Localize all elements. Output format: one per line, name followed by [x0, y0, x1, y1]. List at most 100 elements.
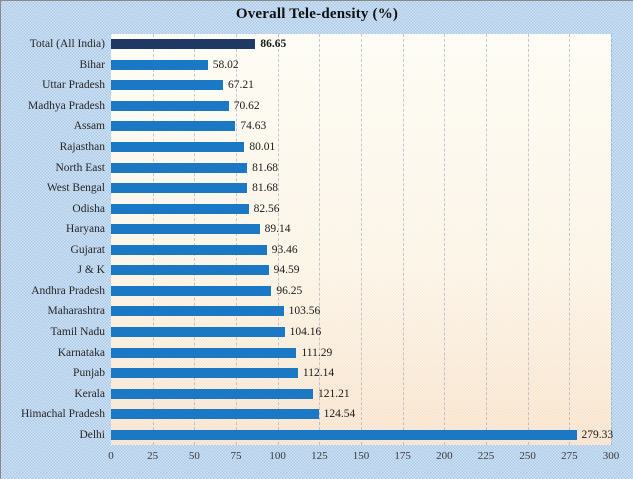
category-label-north-east: North East: [55, 161, 105, 174]
gridline-75: [236, 34, 237, 445]
bar-row-total-all-india: 86.65: [111, 34, 611, 55]
bar-bihar: [111, 59, 208, 70]
value-label-uttar-pradesh: 67.21: [228, 79, 254, 92]
chart-title: Overall Tele-density (%): [235, 6, 399, 22]
xtick-0: 0: [108, 450, 114, 462]
value-label-total-all-india: 86.65: [260, 38, 287, 51]
bar-row-rajasthan: 80.01: [111, 137, 611, 158]
bar-row-west-bengal: 81.68: [111, 178, 611, 199]
category-label-west-bengal: West Bengal: [46, 182, 105, 195]
bar-odisha: [111, 203, 249, 214]
value-label-karnataka: 111.29: [301, 346, 333, 359]
value-label-west-bengal: 81.68: [252, 182, 278, 195]
bar-assam: [111, 121, 236, 132]
gridline-225: [486, 34, 487, 445]
bar-rajasthan: [111, 142, 245, 153]
xtick-300: 300: [602, 450, 620, 462]
bar-delhi: [111, 429, 577, 440]
value-label-andhra-pradesh: 96.25: [276, 284, 303, 297]
xtick-150: 150: [352, 450, 370, 462]
bar-row-north-east: 81.68: [111, 157, 611, 178]
category-label-bihar: Bihar: [79, 58, 105, 71]
bar-andhra-pradesh: [111, 285, 272, 296]
value-label-punjab: 112.14: [302, 367, 335, 380]
bar-row-maharashtra: 103.56: [111, 301, 611, 322]
bar-tamil-nadu: [111, 326, 285, 337]
bar-haryana: [111, 224, 260, 235]
bar-maharashtra: [111, 306, 284, 317]
bar-west-bengal: [111, 183, 248, 194]
xtick-50: 50: [188, 450, 200, 462]
category-label-j-k: J & K: [77, 264, 105, 277]
bar-row-kerala: 121.21: [111, 383, 611, 404]
category-label-himachal-pradesh: Himachal Pradesh: [21, 408, 105, 421]
gridline-100: [277, 34, 279, 445]
category-label-assam: Assam: [73, 120, 105, 133]
bar-row-assam: 74.63: [111, 116, 611, 137]
gridline-50: [194, 34, 196, 445]
category-label-rajasthan: Rajasthan: [59, 141, 105, 154]
category-label-madhya-pradesh: Madhya Pradesh: [28, 99, 105, 112]
bar-row-odisha: 82.56: [111, 198, 611, 219]
value-label-himachal-pradesh: 124.54: [323, 408, 356, 421]
value-label-assam: 74.63: [240, 120, 267, 133]
value-label-haryana: 89.14: [264, 223, 291, 236]
bar-uttar-pradesh: [111, 80, 224, 91]
category-label-delhi: Delhi: [79, 428, 105, 441]
value-label-odisha: 82.56: [253, 202, 280, 215]
bar-row-j-k: 94.59: [111, 260, 611, 281]
category-label-karnataka: Karnataka: [57, 346, 105, 359]
bar-punjab: [111, 368, 298, 379]
xtick-25: 25: [147, 450, 159, 462]
value-label-delhi: 279.33: [581, 428, 614, 441]
category-label-punjab: Punjab: [73, 367, 105, 380]
gridline-125: [319, 34, 321, 445]
bar-north-east: [111, 162, 248, 173]
category-label-maharashtra: Maharashtra: [47, 305, 105, 318]
xtick-200: 200: [436, 450, 453, 462]
gridline-300: [611, 34, 612, 445]
bar-row-tamil-nadu: 104.16: [111, 322, 611, 343]
value-label-gujarat: 93.46: [271, 243, 298, 256]
gridline-275: [569, 34, 571, 445]
gridline-175: [402, 34, 404, 445]
category-label-andhra-pradesh: Andhra Pradesh: [31, 284, 105, 297]
value-label-maharashtra: 103.56: [288, 305, 321, 318]
value-label-tamil-nadu: 104.16: [289, 325, 322, 338]
category-label-uttar-pradesh: Uttar Pradesh: [42, 79, 105, 92]
bar-karnataka: [111, 347, 297, 358]
bar-madhya-pradesh: [111, 100, 229, 111]
value-label-j-k: 94.59: [273, 264, 300, 277]
gridline-150: [361, 34, 362, 445]
bar-row-karnataka: 111.29: [111, 342, 611, 363]
bar-row-delhi: 279.33: [111, 424, 614, 445]
xtick-100: 100: [269, 450, 286, 462]
xtick-225: 225: [477, 450, 495, 462]
bar-row-bihar: 58.02: [111, 55, 611, 76]
bar-row-andhra-pradesh: 96.25: [111, 281, 611, 302]
bar-row-uttar-pradesh: 67.21: [111, 75, 611, 96]
gridline-200: [444, 34, 446, 445]
xtick-75: 75: [230, 450, 242, 462]
bar-row-himachal-pradesh: 124.54: [111, 404, 611, 425]
xtick-275: 275: [561, 450, 578, 462]
gridline-250: [527, 34, 529, 445]
category-label-odisha: Odisha: [72, 202, 105, 215]
xtick-125: 125: [311, 450, 328, 462]
bar-row-punjab: 112.14: [111, 363, 611, 384]
value-label-kerala: 121.21: [318, 387, 350, 400]
value-label-north-east: 81.68: [252, 161, 278, 174]
value-label-rajasthan: 80.01: [249, 141, 276, 154]
value-label-bihar: 58.02: [212, 58, 239, 71]
gridline-25: [152, 34, 154, 445]
category-label-gujarat: Gujarat: [70, 243, 105, 256]
bar-total-all-india: [111, 39, 256, 50]
category-label-total-all-india: Total (All India): [29, 38, 105, 51]
xtick-175: 175: [394, 450, 411, 462]
plot-area: 86.65 58.02 67.21 70.62 74.63 80.01 81.68 81.68…: [111, 34, 614, 445]
bar-row-haryana: 89.14: [111, 219, 611, 240]
category-label-haryana: Haryana: [66, 223, 105, 236]
bar-row-madhya-pradesh: 70.62: [111, 96, 611, 117]
value-label-madhya-pradesh: 70.62: [233, 99, 260, 112]
